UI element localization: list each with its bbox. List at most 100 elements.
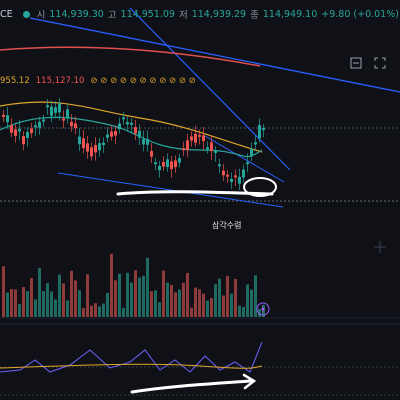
volume-bar bbox=[174, 292, 177, 317]
candle-body bbox=[118, 123, 121, 130]
candle-body bbox=[210, 142, 213, 152]
candle-body bbox=[206, 147, 209, 150]
ma-values: 955.12 115,127.10 ⊘ ⊘ ⊘ ⊘ ⊘ ⊘ ⊘ ⊘ ⊘ ⊘ ⊘ bbox=[0, 76, 196, 86]
candle-body bbox=[110, 131, 113, 137]
volume-bar bbox=[54, 299, 57, 317]
volume-bar bbox=[154, 290, 157, 317]
candle-body bbox=[62, 118, 65, 121]
volume-bar bbox=[150, 291, 153, 317]
trendline-upper bbox=[129, 7, 291, 171]
high-label: 고 bbox=[107, 10, 117, 21]
volume-bar bbox=[230, 293, 233, 317]
volume-bar bbox=[122, 307, 125, 317]
volume-bar bbox=[226, 275, 229, 317]
volume-bar bbox=[206, 300, 209, 317]
crosshair-icon[interactable] bbox=[374, 238, 386, 253]
rsi-signal bbox=[0, 363, 263, 369]
candle-body bbox=[170, 161, 173, 170]
volume-bar bbox=[126, 272, 129, 317]
volume-bar bbox=[66, 300, 69, 317]
candle-body bbox=[146, 138, 149, 145]
candle-body bbox=[230, 178, 233, 182]
candle-body bbox=[2, 114, 5, 117]
volume-bar bbox=[2, 266, 5, 317]
eye-icon[interactable]: ⊘ ⊘ ⊘ ⊘ ⊘ ⊘ ⊘ ⊘ ⊘ ⊘ ⊘ bbox=[90, 76, 196, 86]
volume-bar bbox=[58, 274, 61, 317]
volume-bar bbox=[114, 280, 117, 317]
volume-bar bbox=[134, 270, 137, 317]
volume-bar bbox=[38, 267, 41, 317]
volume-bar bbox=[14, 289, 17, 317]
volume-bar bbox=[50, 291, 53, 317]
volume-bar bbox=[22, 286, 25, 317]
candle-body bbox=[42, 119, 45, 122]
volume-bar bbox=[82, 308, 85, 317]
open-label: 시 bbox=[36, 10, 46, 21]
expand-icon[interactable] bbox=[374, 54, 386, 69]
volume-bar bbox=[86, 274, 89, 317]
candle-body bbox=[122, 117, 125, 120]
candle-body bbox=[82, 138, 85, 149]
volume-bar bbox=[34, 299, 37, 317]
volume-bar bbox=[162, 270, 165, 317]
volume-bar bbox=[78, 290, 81, 317]
candle-body bbox=[14, 129, 17, 136]
volume-bar bbox=[130, 282, 133, 317]
change-value: +9.80 (+0.01%) bbox=[321, 8, 399, 20]
candle-body bbox=[90, 147, 93, 157]
candle-body bbox=[66, 109, 69, 118]
candle-body bbox=[50, 106, 53, 116]
volume-bar bbox=[118, 273, 121, 317]
volume-bar bbox=[74, 280, 77, 317]
volume-bar bbox=[6, 292, 9, 317]
volume-bar bbox=[246, 284, 249, 317]
candle-body bbox=[190, 136, 193, 141]
candle-body bbox=[70, 121, 73, 127]
lightning-icon[interactable] bbox=[256, 301, 270, 316]
volume-bar bbox=[190, 307, 193, 317]
candle-body bbox=[58, 103, 61, 113]
candle-body bbox=[218, 164, 221, 167]
volume-bar bbox=[258, 308, 261, 317]
candle-body bbox=[78, 136, 81, 145]
volume-bar bbox=[186, 272, 189, 317]
candle-body bbox=[226, 174, 229, 177]
status-dot-icon bbox=[22, 10, 30, 18]
drawn-circle bbox=[243, 177, 277, 197]
ma-long-curve bbox=[0, 46, 261, 67]
candle-body bbox=[194, 133, 197, 143]
volume-bar bbox=[142, 275, 145, 317]
volume-bar bbox=[242, 306, 245, 317]
settings-icon[interactable] bbox=[350, 54, 362, 69]
trendline-lower bbox=[57, 172, 284, 208]
volume-bar bbox=[250, 289, 253, 317]
candle-body bbox=[134, 127, 137, 134]
volume-bar bbox=[170, 285, 173, 317]
ma-green bbox=[0, 116, 263, 158]
candle-body bbox=[6, 115, 9, 123]
volume-bar bbox=[46, 283, 49, 317]
volume-bar bbox=[234, 278, 237, 317]
candle-body bbox=[214, 150, 217, 153]
volume-bar bbox=[90, 305, 93, 317]
trendline-inner bbox=[204, 135, 285, 183]
volume-bar bbox=[18, 304, 21, 317]
volume-bar bbox=[254, 275, 257, 317]
volume-bar bbox=[194, 287, 197, 317]
low-label: 저 bbox=[178, 10, 188, 21]
candle-body bbox=[106, 134, 109, 138]
volume-bar bbox=[178, 289, 181, 317]
pattern-annotation: 삼각수렴 bbox=[212, 221, 242, 230]
volume-bar bbox=[238, 305, 241, 317]
candle-body bbox=[174, 160, 177, 168]
candle-body bbox=[262, 128, 265, 131]
ma-orange bbox=[0, 101, 263, 153]
drawn-arrow-head bbox=[242, 373, 257, 390]
candle-body bbox=[26, 132, 29, 138]
candle-body bbox=[166, 159, 169, 167]
volume-bar bbox=[62, 283, 65, 317]
volume-bar bbox=[218, 278, 221, 317]
candle-body bbox=[46, 105, 49, 108]
candle-body bbox=[130, 122, 133, 125]
